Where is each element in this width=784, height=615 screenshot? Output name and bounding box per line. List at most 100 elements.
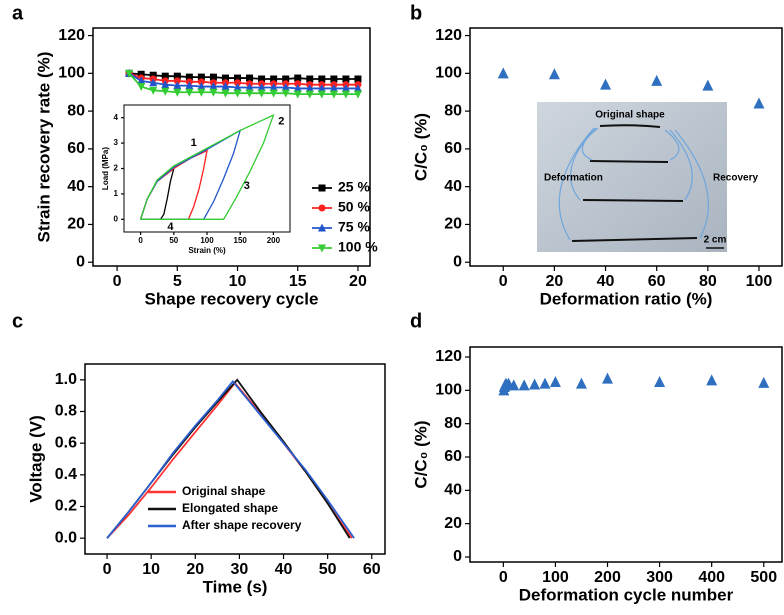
- x-tick-label: 0: [103, 561, 112, 578]
- marker: [257, 89, 266, 98]
- marker: [294, 80, 302, 88]
- marker: [317, 90, 326, 99]
- y-tick-label: 100: [58, 65, 85, 82]
- marker: [125, 69, 134, 78]
- marker: [197, 73, 205, 81]
- y-tick-label: 20: [444, 515, 462, 532]
- x-tick-label: 5: [173, 273, 182, 290]
- x-tick-label: 0: [499, 273, 508, 290]
- wire: [571, 124, 698, 242]
- x-tick-label: 20: [545, 273, 563, 290]
- marker: [306, 75, 314, 83]
- y-axis-title: C/C₀ (%): [411, 113, 430, 181]
- legend-label: 50 %: [338, 199, 370, 215]
- marker: [269, 83, 278, 91]
- marker: [353, 90, 362, 99]
- y-tick-label: 40: [67, 178, 85, 195]
- x-tick-label: 40: [597, 273, 615, 290]
- marker: [137, 76, 146, 85]
- y-tick-label: 0: [453, 548, 462, 565]
- panel-letter: a: [12, 2, 24, 24]
- marker: [602, 372, 614, 384]
- y-tick-label: 3: [114, 138, 119, 147]
- marker: [137, 83, 146, 92]
- x-tick-label: 20: [186, 561, 204, 578]
- marker: [329, 90, 338, 99]
- marker: [246, 74, 254, 82]
- marker: [702, 79, 714, 91]
- marker: [161, 72, 169, 80]
- y-tick-label: 40: [444, 482, 462, 499]
- legend-label: 100 %: [338, 239, 378, 255]
- y-tick-label: 20: [444, 216, 462, 233]
- series-line: [106, 379, 355, 539]
- plot-frame: [84, 363, 386, 555]
- y-tick-label: 0.0: [55, 529, 77, 546]
- y-axis-title: C/C₀ (%): [411, 420, 430, 488]
- marker: [173, 72, 181, 80]
- plot-frame: [92, 27, 371, 267]
- marker: [270, 75, 278, 83]
- marker: [342, 75, 350, 83]
- marker: [233, 83, 242, 91]
- x-tick-label: 15: [289, 273, 307, 290]
- annotation: 4: [167, 221, 174, 233]
- marker: [293, 83, 302, 92]
- y-tick-label: 2: [114, 164, 119, 173]
- marker: [197, 78, 205, 86]
- x-tick-label: 20: [349, 273, 367, 290]
- marker: [318, 184, 326, 192]
- legend-label: Elongated shape: [182, 501, 278, 515]
- marker: [529, 378, 541, 390]
- marker: [549, 376, 561, 387]
- marker: [269, 89, 278, 98]
- x-tick-label: 40: [275, 561, 293, 578]
- y-tick-label: 1.0: [55, 371, 77, 388]
- legend-label: After shape recovery: [182, 518, 302, 532]
- arrow: [558, 127, 709, 241]
- x-axis-title: Shape recovery cycle: [145, 289, 319, 308]
- marker: [209, 88, 218, 97]
- marker: [257, 83, 266, 91]
- x-tick-label: 10: [229, 273, 247, 290]
- y-axis-title: Voltage (V): [26, 415, 45, 503]
- panel-letter: d: [410, 310, 422, 332]
- marker: [221, 74, 229, 82]
- marker: [173, 81, 182, 90]
- inset-background: [124, 105, 290, 232]
- y-tick-label: 120: [435, 348, 462, 365]
- marker: [209, 82, 218, 91]
- marker: [281, 89, 290, 98]
- marker: [234, 74, 242, 82]
- panel-letter: b: [410, 2, 422, 24]
- marker: [281, 83, 290, 91]
- marker: [651, 74, 663, 86]
- y-tick-label: 60: [444, 140, 462, 157]
- y-tick-label: 0: [76, 253, 85, 270]
- inset-label: Original shape: [595, 110, 665, 121]
- series-line: [139, 113, 275, 220]
- photo-inset: Original shape Deformation Recovery 2 cm: [537, 102, 758, 252]
- inset-label: 2 cm: [704, 235, 727, 246]
- annotation: 1: [191, 137, 197, 149]
- inset-label: Deformation: [544, 173, 603, 184]
- legend-label: 75 %: [338, 219, 370, 235]
- x-tick-label: 0: [499, 569, 508, 586]
- x-axis-title: Deformation ratio (%): [540, 289, 713, 308]
- x-tick-label: 300: [646, 569, 673, 586]
- y-tick-label: 100: [435, 382, 462, 399]
- marker: [318, 204, 326, 212]
- x-tick-label: 60: [363, 561, 381, 578]
- y-axis-title: Load (MPa): [101, 147, 110, 190]
- marker: [282, 75, 290, 83]
- marker: [185, 73, 193, 81]
- y-tick-label: 0.8: [55, 403, 77, 420]
- x-tick-label: 100: [746, 273, 773, 290]
- plot-frame: [469, 346, 783, 563]
- marker: [149, 71, 157, 79]
- marker: [353, 83, 362, 92]
- marker: [161, 87, 170, 96]
- y-tick-label: 120: [58, 27, 85, 44]
- marker: [161, 80, 170, 89]
- plot-frame: [469, 27, 783, 267]
